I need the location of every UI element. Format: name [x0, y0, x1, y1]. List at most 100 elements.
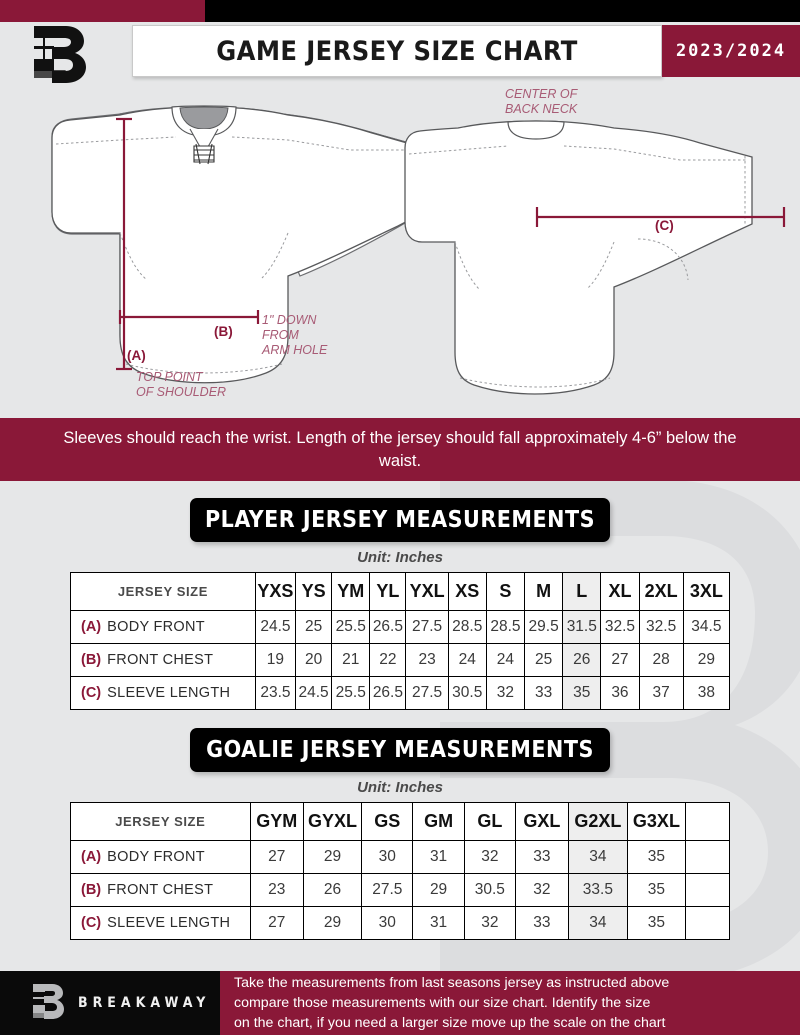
size-header-xl: XL — [600, 572, 640, 611]
table-header-row: JERSEY SIZE YXS YS YM YL YXL XS S M L XL 2XL 3XL — [70, 572, 731, 611]
goalie-section-title-plate: GOALIE JERSEY MEASUREMENTS — [190, 728, 610, 772]
table-row: (B) FRONT CHEST 23 26 27.5 29 30.5 32 33.5 35 — [70, 873, 731, 907]
measurement-value-cell: 25.5 — [331, 676, 371, 710]
back-collar — [507, 120, 565, 140]
measurement-label-cell: (B) FRONT CHEST — [70, 873, 251, 907]
measurement-name: FRONT CHEST — [107, 882, 214, 898]
measurement-value-cell: 30.5 — [463, 873, 517, 907]
measurement-label-cell: (B) FRONT CHEST — [70, 643, 256, 677]
back-note-c-line1: CENTER OF — [505, 87, 579, 101]
measurement-value-cell: 22 — [369, 643, 407, 677]
top-strip-maroon — [0, 0, 205, 22]
table-row: (C) SLEEVE LENGTH 27 29 30 31 32 33 34 35 — [70, 906, 731, 940]
measurement-value-cell: 29.5 — [524, 610, 564, 644]
measurement-value-empty — [684, 906, 731, 940]
size-header-ys: YS — [294, 572, 333, 611]
page-header: GAME JERSEY SIZE CHART 2023/2024 — [0, 22, 800, 84]
measurement-value-cell: 32 — [515, 873, 569, 907]
table-row: (B) FRONT CHEST 19 20 21 22 23 24 24 25 26 27 28 29 — [70, 643, 731, 677]
measurement-value-cell: 27.5 — [405, 610, 449, 644]
measurement-value-cell: 24 — [447, 643, 487, 677]
measurement-tag: (B) — [81, 882, 102, 898]
breakaway-b-logo-icon — [34, 26, 86, 83]
jersey-lace-icon — [193, 143, 215, 165]
measurement-value-cell: 28 — [638, 643, 684, 677]
size-header-g3xl: G3XL — [627, 802, 686, 841]
measurement-value-cell: 28.5 — [485, 610, 526, 644]
measurement-label-cell: (C) SLEEVE LENGTH — [70, 906, 251, 940]
measurement-tag: (A) — [81, 849, 102, 865]
front-measure-lines — [116, 117, 260, 371]
table-row: (C) SLEEVE LENGTH 23.5 24.5 25.5 26.5 27.5 30.5… — [70, 676, 731, 710]
footer-brand-name: BREAKAWAY — [78, 995, 211, 1011]
measurement-name: SLEEVE LENGTH — [107, 685, 231, 701]
measurement-value-cell: 23 — [405, 643, 449, 677]
measurement-value-cell: 25 — [294, 610, 333, 644]
front-collar-inner — [179, 106, 229, 130]
back-measure-line-c — [535, 207, 786, 227]
front-note-b-line3: ARM HOLE — [261, 343, 328, 357]
page-footer: BREAKAWAY Take the measurements from las… — [0, 971, 800, 1035]
front-note-a-line2: OF SHOULDER — [136, 385, 226, 399]
top-accent-strip — [0, 0, 800, 22]
measurement-value-cell: 27 — [249, 906, 304, 940]
size-header-l: L — [562, 572, 602, 611]
measurement-value-cell: 26.5 — [369, 610, 407, 644]
front-note-b-line1: 1" DOWN — [262, 313, 317, 327]
measurement-value-cell: 36 — [600, 676, 640, 710]
front-label-a: (A) — [127, 348, 146, 363]
goalie-measurements-table: JERSEY SIZE GYM GYXL GS GM GL GXL G2XL G3XL (A)… — [70, 802, 731, 940]
size-header-m: M — [524, 572, 564, 611]
measurement-label-cell: (A) BODY FRONT — [70, 840, 251, 874]
measurement-value-cell: 29 — [682, 643, 731, 677]
size-header-gs: GS — [361, 802, 414, 841]
table-row: (A) BODY FRONT 27 29 30 31 32 33 34 35 — [70, 840, 731, 874]
footer-brand-block: BREAKAWAY — [0, 971, 220, 1035]
front-jersey-outline — [51, 106, 422, 384]
measurement-value-cell: 35 — [627, 840, 686, 874]
measurement-value-cell: 29 — [302, 906, 363, 940]
measurement-value-cell: 29 — [302, 840, 363, 874]
measurement-value-cell: 25 — [524, 643, 564, 677]
measurement-value-empty — [684, 840, 731, 874]
size-header-s: S — [485, 572, 526, 611]
top-strip-black — [205, 0, 800, 22]
measurement-value-cell: 33 — [524, 676, 564, 710]
measurement-value-cell: 24.5 — [294, 676, 333, 710]
measurement-value-cell: 35 — [627, 873, 686, 907]
measurement-value-cell: 23 — [249, 873, 304, 907]
size-header-gl: GL — [463, 802, 517, 841]
measurement-value-cell: 37 — [638, 676, 684, 710]
measurement-value-cell: 26 — [302, 873, 363, 907]
back-jersey-outline — [404, 120, 753, 395]
measurement-tag: (B) — [81, 652, 102, 668]
front-note-b-line2: FROM — [262, 328, 299, 342]
goalie-row-header-label: JERSEY SIZE — [70, 802, 251, 841]
player-section-title-plate: PLAYER JERSEY MEASUREMENTS — [190, 498, 610, 542]
measurement-value-cell: 26 — [562, 643, 602, 677]
measurement-tag: (C) — [81, 685, 102, 701]
measurement-value-cell: 32.5 — [638, 610, 684, 644]
season-label: 2023/2024 — [675, 41, 787, 61]
size-header-xs: XS — [447, 572, 487, 611]
measurement-value-cell: 38 — [682, 676, 731, 710]
size-header-gm: GM — [412, 802, 465, 841]
measurement-value-cell: 35 — [562, 676, 602, 710]
size-header-2xl: 2XL — [638, 572, 684, 611]
size-header-yl: YL — [369, 572, 407, 611]
measurement-value-cell: 29 — [412, 873, 465, 907]
footer-instructions-line-3: on the chart, if you need a larger size … — [234, 1015, 666, 1032]
size-header-g2xl: G2XL — [567, 802, 629, 841]
season-badge: 2023/2024 — [662, 25, 800, 77]
measurement-value-cell: 34 — [567, 906, 629, 940]
measurement-value-cell: 30 — [361, 906, 414, 940]
measurement-value-cell: 33 — [515, 840, 569, 874]
measurement-value-cell: 24.5 — [254, 610, 297, 644]
measurement-value-cell: 33 — [515, 906, 569, 940]
measurement-value-cell: 33.5 — [567, 873, 629, 907]
measurement-value-cell: 27.5 — [361, 873, 414, 907]
measurement-value-cell: 19 — [254, 643, 297, 677]
back-note-c-line2: BACK NECK — [505, 102, 578, 116]
table-row: (A) BODY FRONT 24.5 25 25.5 26.5 27.5 28.5 28.5 2… — [70, 610, 731, 644]
